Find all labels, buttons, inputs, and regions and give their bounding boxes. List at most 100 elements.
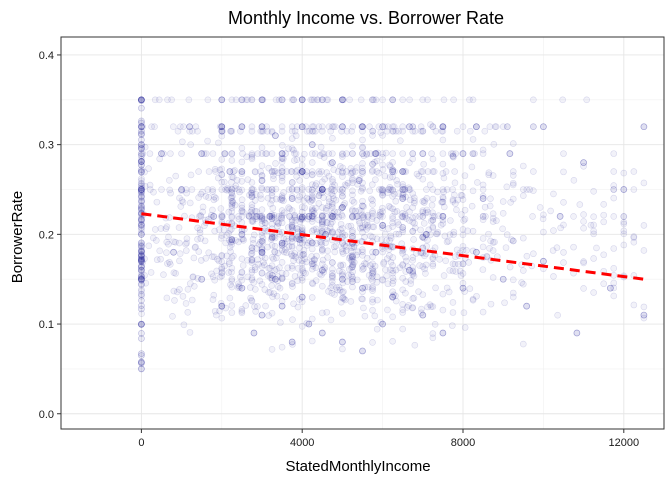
data-point bbox=[376, 213, 384, 220]
data-point bbox=[394, 218, 401, 226]
data-point bbox=[407, 280, 415, 288]
data-point bbox=[138, 350, 145, 357]
data-point bbox=[218, 96, 226, 104]
data-point bbox=[298, 184, 306, 191]
data-point bbox=[138, 352, 145, 359]
data-point bbox=[272, 275, 279, 283]
data-point bbox=[298, 260, 306, 267]
data-point bbox=[213, 311, 220, 319]
data-point bbox=[610, 245, 618, 252]
data-point bbox=[278, 154, 286, 162]
data-point bbox=[489, 214, 497, 222]
data-point bbox=[461, 206, 469, 214]
data-point bbox=[424, 168, 432, 175]
data-point bbox=[640, 247, 648, 254]
data-point bbox=[308, 218, 316, 225]
data-point bbox=[225, 208, 233, 216]
data-point bbox=[359, 347, 366, 355]
data-point bbox=[509, 237, 517, 245]
data-point bbox=[389, 337, 396, 345]
data-point bbox=[447, 150, 455, 157]
data-point bbox=[369, 201, 376, 208]
data-point bbox=[291, 127, 299, 135]
data-point bbox=[187, 171, 195, 179]
data-point bbox=[389, 293, 396, 301]
data-point bbox=[339, 204, 346, 211]
data-point bbox=[409, 269, 417, 277]
data-point bbox=[288, 279, 296, 287]
data-point bbox=[138, 144, 145, 152]
data-point bbox=[298, 186, 306, 193]
data-point bbox=[218, 252, 226, 260]
data-point bbox=[328, 190, 336, 197]
data-point bbox=[227, 194, 235, 202]
data-point bbox=[469, 187, 477, 195]
data-point bbox=[260, 261, 268, 269]
data-point bbox=[359, 266, 366, 273]
data-point bbox=[158, 186, 165, 193]
data-point bbox=[329, 123, 336, 131]
data-point bbox=[318, 186, 326, 193]
data-point bbox=[439, 123, 447, 131]
data-point bbox=[369, 265, 376, 273]
data-point bbox=[298, 96, 306, 104]
data-point bbox=[431, 213, 438, 220]
data-point bbox=[580, 218, 587, 225]
data-point bbox=[461, 172, 469, 179]
data-point bbox=[509, 237, 517, 245]
data-point bbox=[298, 123, 306, 131]
data-point bbox=[138, 257, 145, 265]
data-point bbox=[469, 96, 477, 104]
data-point bbox=[439, 186, 447, 193]
data-point bbox=[339, 345, 346, 353]
data-point bbox=[308, 208, 316, 216]
data-point bbox=[209, 150, 217, 157]
data-point bbox=[411, 220, 418, 227]
data-point bbox=[315, 216, 323, 224]
data-point bbox=[138, 152, 145, 160]
data-point bbox=[379, 96, 386, 104]
data-point bbox=[449, 260, 457, 268]
data-point bbox=[138, 136, 145, 144]
data-point bbox=[427, 121, 434, 128]
data-point bbox=[640, 311, 648, 319]
data-point bbox=[178, 150, 185, 157]
data-point bbox=[347, 170, 355, 177]
data-point bbox=[349, 169, 356, 177]
data-point bbox=[138, 119, 145, 127]
data-point bbox=[428, 150, 435, 157]
data-point bbox=[560, 221, 567, 229]
data-point bbox=[318, 127, 326, 135]
data-point bbox=[182, 186, 190, 193]
data-point bbox=[359, 136, 366, 144]
data-point bbox=[389, 166, 396, 173]
data-point bbox=[254, 256, 261, 263]
data-point bbox=[138, 256, 145, 264]
data-point bbox=[228, 157, 236, 164]
data-point bbox=[228, 186, 236, 193]
data-point bbox=[386, 252, 393, 259]
data-point bbox=[419, 311, 427, 319]
data-point bbox=[235, 238, 242, 246]
data-point bbox=[278, 275, 286, 282]
data-point bbox=[334, 168, 342, 175]
data-point bbox=[278, 213, 285, 220]
data-point bbox=[247, 189, 255, 197]
data-point bbox=[288, 264, 296, 272]
data-point bbox=[580, 211, 587, 218]
data-point bbox=[278, 241, 286, 249]
data-point bbox=[389, 269, 396, 277]
data-point bbox=[228, 127, 236, 135]
data-point bbox=[238, 235, 246, 243]
data-point bbox=[165, 240, 172, 248]
data-point bbox=[359, 224, 366, 232]
data-point bbox=[590, 230, 597, 238]
data-point bbox=[399, 261, 407, 268]
data-point bbox=[156, 247, 164, 255]
data-point bbox=[400, 186, 407, 193]
data-point bbox=[138, 127, 145, 135]
data-point bbox=[329, 134, 336, 142]
data-point bbox=[288, 135, 296, 142]
data-point bbox=[285, 243, 293, 250]
data-point bbox=[364, 222, 372, 229]
